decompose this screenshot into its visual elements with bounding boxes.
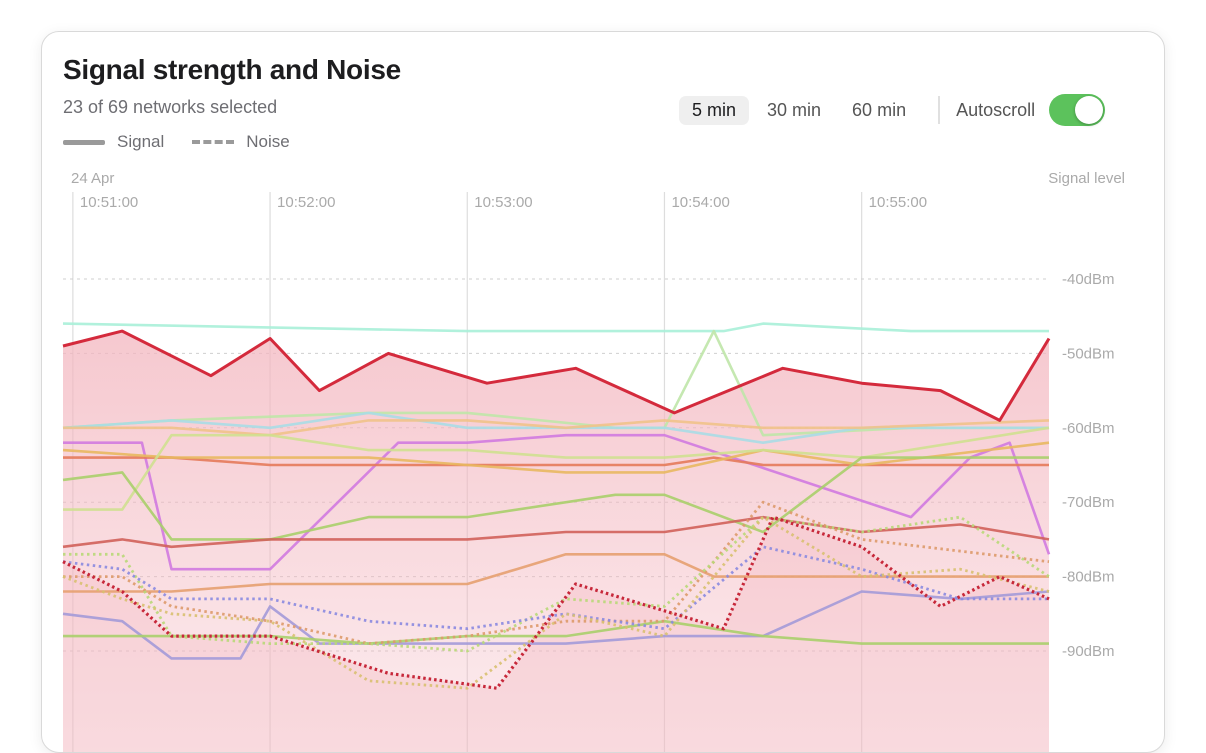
chart-labels: 10:51:00 10:52:00 10:53:00 10:54:00 10:55:00… <box>71 170 1125 660</box>
series-line-15 <box>63 515 1050 653</box>
highlighted-noise-line <box>62 515 1050 690</box>
x-tick-label: 10:55:00 <box>869 194 927 211</box>
signal-noise-chart: 10:51:00 10:52:00 10:53:00 10:54:00 10:55:00… <box>62 170 1125 752</box>
legend-noise-label: Noise <box>246 132 290 151</box>
y-tick-label: -40dBm <box>1062 271 1115 288</box>
legend-signal-label: Signal <box>117 132 165 151</box>
highlighted-signal-line <box>62 329 1051 422</box>
series-line-8 <box>63 426 1050 511</box>
y-axis-title: Signal level <box>1048 170 1125 187</box>
selection-count: 23 of 69 networks selected <box>63 97 278 117</box>
legend-signal: Signal <box>63 132 164 152</box>
autoscroll-toggle[interactable] <box>1049 94 1106 126</box>
time-range-controls: 5 min 30 min 60 min Autoscroll <box>679 94 1106 126</box>
series-line-5 <box>63 433 1051 571</box>
signal-line-swatch <box>63 139 105 145</box>
divider <box>938 96 941 124</box>
series-line-14 <box>63 500 1050 645</box>
chart-legend: Signal Noise <box>63 132 318 152</box>
y-tick-label: -90dBm <box>1062 643 1115 660</box>
chart-series <box>62 322 1051 690</box>
y-tick-label: -70dBm <box>1062 494 1115 511</box>
y-tick-label: -60dBm <box>1062 420 1115 437</box>
series-line-7 <box>62 441 1050 474</box>
toggle-knob <box>1075 96 1104 124</box>
y-tick-label: -80dBm <box>1062 569 1115 586</box>
series-line-6 <box>63 456 1049 467</box>
series-line-1 <box>62 322 1049 333</box>
chart-fills <box>63 331 1049 752</box>
x-tick-label: 10:51:00 <box>80 194 138 211</box>
noise-line-swatch <box>192 140 235 144</box>
legend-noise: Noise <box>192 132 290 152</box>
y-tick-label: -50dBm <box>1062 345 1115 362</box>
x-tick-label: 10:52:00 <box>277 194 335 211</box>
range-60-min-button[interactable]: 60 min <box>852 99 907 120</box>
chart-highlight <box>62 329 1051 690</box>
page-title: Signal strength and Noise <box>63 54 401 85</box>
x-tick-label: 10:54:00 <box>671 194 729 211</box>
series-line-9 <box>62 456 1049 541</box>
x-tick-label: 10:53:00 <box>474 194 532 211</box>
series-line-10 <box>62 515 1050 549</box>
series-line-3 <box>62 411 1049 444</box>
signal-noise-panel: 10:51:00 10:52:00 10:53:00 10:54:00 10:55:00… <box>41 31 1165 753</box>
autoscroll-label: Autoscroll <box>956 99 1036 120</box>
series-line-4 <box>63 419 1050 437</box>
series-line-11 <box>63 553 1049 593</box>
range-5-min-button[interactable]: 5 min <box>679 95 750 125</box>
range-30-min-button[interactable]: 30 min <box>767 99 822 120</box>
date-label: 24 Apr <box>71 170 114 187</box>
series-line-12 <box>62 590 1050 660</box>
